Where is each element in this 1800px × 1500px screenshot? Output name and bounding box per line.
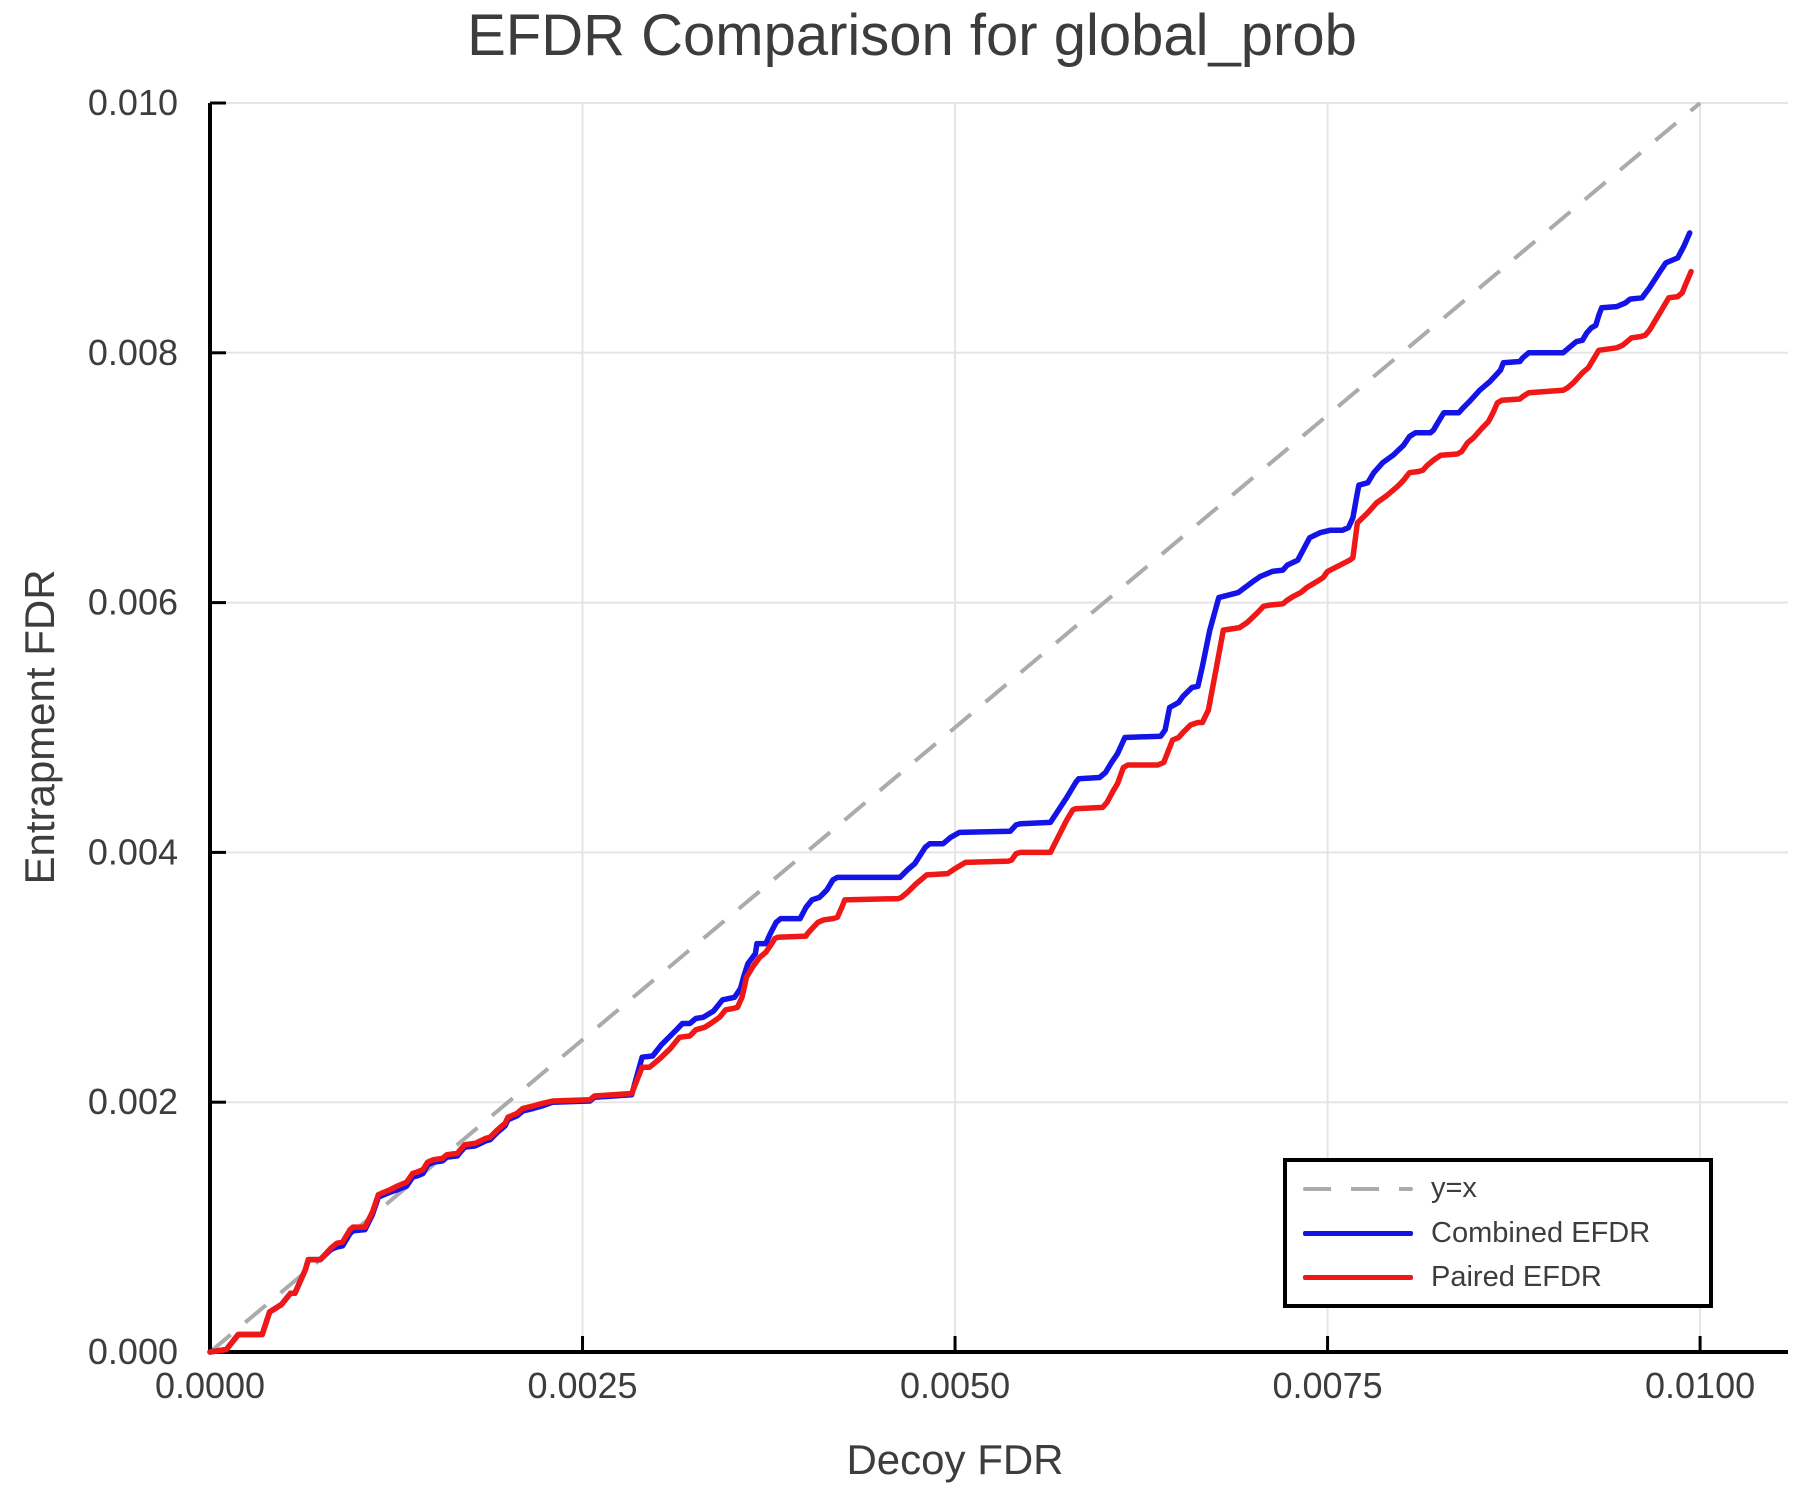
x-tick-label: 0.0100 (1645, 1365, 1755, 1406)
y-tick-label: 0.002 (88, 1081, 178, 1122)
y-axis-label: Entrapment FDR (16, 569, 63, 885)
legend-item-paired: Paired EFDR (1303, 1260, 1709, 1296)
legend: y=x Combined EFDR Paired EFDR (1283, 1158, 1713, 1308)
legend-label-identity: y=x (1431, 1172, 1477, 1204)
combined-efdr-line-sample (1303, 1230, 1413, 1236)
identity-line (208, 101, 1702, 1354)
legend-label-paired: Paired EFDR (1431, 1261, 1602, 1293)
legend-item-combined: Combined EFDR (1303, 1215, 1709, 1251)
legend-item-identity: y=x (1303, 1171, 1709, 1207)
y-tick-label: 0.006 (88, 582, 178, 623)
paired-efdr-line-sample (1303, 1275, 1413, 1280)
paired-efdr-line (207, 268, 1694, 1355)
x-tick-label: 0.0000 (155, 1365, 265, 1406)
x-tick-label: 0.0025 (527, 1365, 637, 1406)
chart-title: EFDR Comparison for global_prob (467, 3, 1357, 68)
y-tick-label: 0.008 (88, 332, 178, 373)
x-tick-label: 0.0050 (900, 1365, 1010, 1406)
identity-line-sample (1303, 1186, 1413, 1191)
x-axis-label: Decoy FDR (846, 1436, 1064, 1483)
y-tick-label: 0.004 (88, 831, 178, 872)
x-tick-label: 0.0075 (1273, 1365, 1383, 1406)
legend-label-combined: Combined EFDR (1431, 1216, 1651, 1249)
y-tick-label: 0.000 (88, 1331, 178, 1372)
y-tick-label: 0.010 (88, 82, 178, 123)
